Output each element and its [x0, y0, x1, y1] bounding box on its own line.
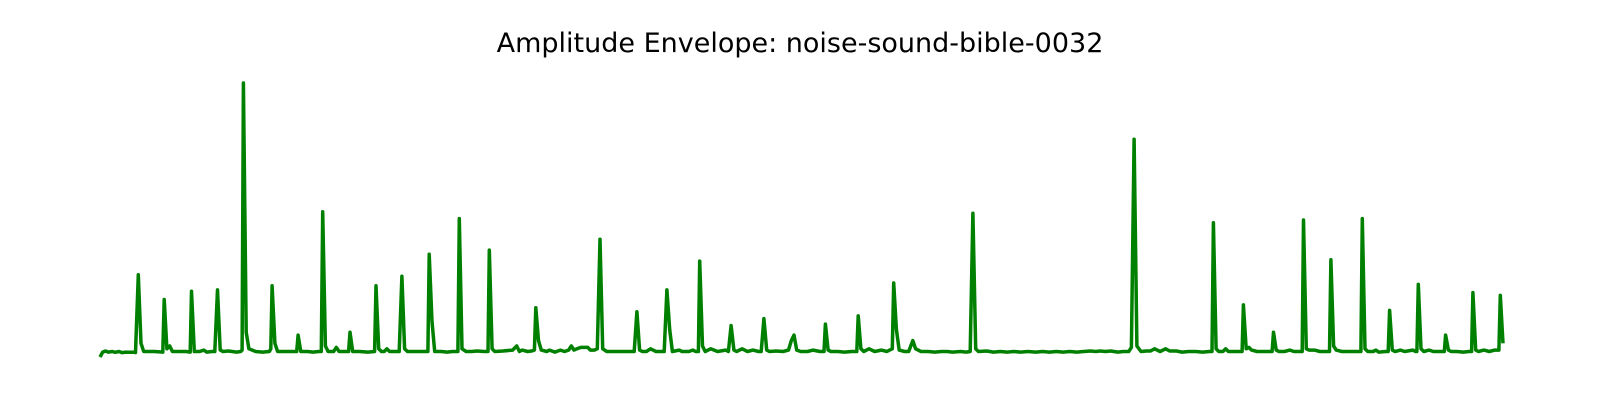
plot-area — [98, 81, 1505, 358]
chart-title: Amplitude Envelope: noise-sound-bible-00… — [497, 28, 1104, 59]
envelope-series-line — [98, 81, 1505, 358]
